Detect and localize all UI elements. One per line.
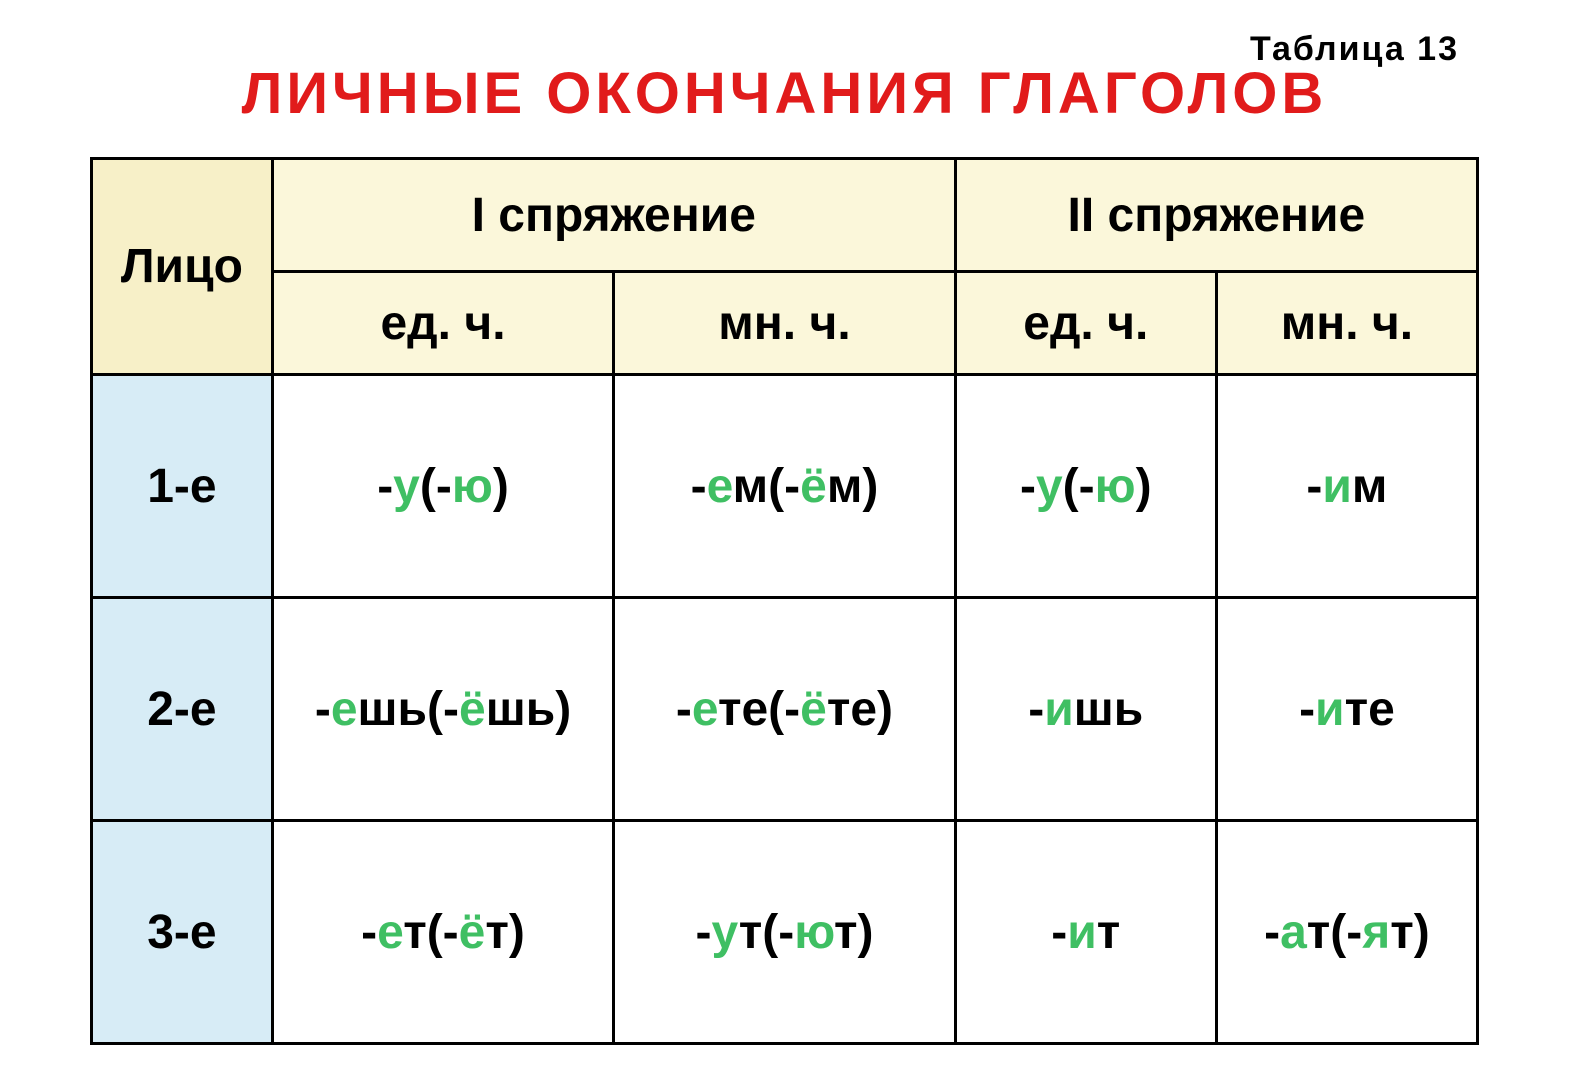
ending-text: те <box>1345 683 1395 736</box>
highlight-letter: у <box>1036 460 1063 513</box>
highlight-letter: а <box>1280 906 1307 959</box>
table-row: 2-е-ешь(-ёшь)-ете(-ёте)-ишь-ите <box>92 598 1478 821</box>
header-c1-plural: мн. ч. <box>614 272 955 375</box>
ending-cell: -ем(-ём) <box>614 375 955 598</box>
highlight-letter: я <box>1362 906 1390 959</box>
highlight-letter: ю <box>794 906 834 959</box>
highlight-letter: ё <box>459 683 486 736</box>
conjugation-table: Лицо I спряжение II спряжение ед. ч. мн.… <box>90 157 1479 1045</box>
ending-text: - <box>695 906 711 959</box>
ending-text: те) <box>827 683 893 736</box>
highlight-letter: ё <box>800 683 827 736</box>
highlight-letter: ё <box>800 460 827 513</box>
header-c1-singular: ед. ч. <box>272 272 613 375</box>
highlight-letter: у <box>711 906 738 959</box>
ending-cell: -ете(-ёте) <box>614 598 955 821</box>
header-c2-plural: мн. ч. <box>1216 272 1477 375</box>
ending-text: - <box>1028 683 1044 736</box>
ending-text: (- <box>420 460 452 513</box>
header-conjugation-2: II спряжение <box>955 159 1477 272</box>
ending-text: т) <box>1390 906 1430 959</box>
ending-text: т(- <box>739 906 794 959</box>
header-c2-singular: ед. ч. <box>955 272 1216 375</box>
person-cell: 1-е <box>92 375 273 598</box>
ending-text: т) <box>834 906 874 959</box>
highlight-letter: е <box>692 683 718 736</box>
highlight-letter: у <box>393 460 420 513</box>
ending-text: т(- <box>403 906 458 959</box>
ending-cell: -ат(-ят) <box>1216 821 1477 1044</box>
ending-text: шь(- <box>358 683 459 736</box>
ending-cell: -ет(-ёт) <box>272 821 613 1044</box>
ending-text: - <box>377 460 393 513</box>
ending-text: - <box>1264 906 1280 959</box>
highlight-letter: ё <box>459 906 486 959</box>
table-row: 3-е-ет(-ёт)-ут(-ют)-ит-ат(-ят) <box>92 821 1478 1044</box>
ending-text: - <box>1306 460 1322 513</box>
ending-text: те(- <box>718 683 800 736</box>
ending-text: - <box>361 906 377 959</box>
highlight-letter: е <box>707 460 733 513</box>
ending-cell: -ишь <box>955 598 1216 821</box>
page: Таблица 13 ЛИЧНЫЕ ОКОНЧАНИЯ ГЛАГОЛОВ Лиц… <box>0 0 1569 1080</box>
ending-text: - <box>1051 906 1067 959</box>
ending-cell: -ешь(-ёшь) <box>272 598 613 821</box>
ending-text: т(- <box>1307 906 1362 959</box>
highlight-letter: и <box>1322 460 1352 513</box>
table-row: 1-е-у(-ю)-ем(-ём)-у(-ю)-им <box>92 375 1478 598</box>
page-title: ЛИЧНЫЕ ОКОНЧАНИЯ ГЛАГОЛОВ <box>90 60 1479 127</box>
ending-cell: -ут(-ют) <box>614 821 955 1044</box>
ending-text: м <box>1352 460 1388 513</box>
ending-text: т) <box>485 906 525 959</box>
page-label: Таблица 13 <box>1250 30 1459 69</box>
ending-cell: -ит <box>955 821 1216 1044</box>
ending-text: м(- <box>733 460 800 513</box>
ending-text: ) <box>1136 460 1152 513</box>
ending-text: шь) <box>486 683 572 736</box>
person-cell: 2-е <box>92 598 273 821</box>
ending-text: - <box>315 683 331 736</box>
person-cell: 3-е <box>92 821 273 1044</box>
header-person: Лицо <box>92 159 273 375</box>
ending-cell: -ите <box>1216 598 1477 821</box>
ending-cell: -у(-ю) <box>955 375 1216 598</box>
ending-text: ) <box>493 460 509 513</box>
ending-text: - <box>1020 460 1036 513</box>
highlight-letter: е <box>331 683 358 736</box>
ending-text: - <box>676 683 692 736</box>
header-conjugation-1: I спряжение <box>272 159 955 272</box>
ending-text: м) <box>827 460 879 513</box>
highlight-letter: ю <box>1095 460 1136 513</box>
ending-cell: -у(-ю) <box>272 375 613 598</box>
highlight-letter: и <box>1044 683 1074 736</box>
highlight-letter: и <box>1067 906 1097 959</box>
ending-text: т <box>1097 906 1121 959</box>
ending-text: шь <box>1074 683 1144 736</box>
ending-text: (- <box>1063 460 1095 513</box>
highlight-letter: и <box>1315 683 1345 736</box>
table-body: 1-е-у(-ю)-ем(-ём)-у(-ю)-им2-е-ешь(-ёшь)-… <box>92 375 1478 1044</box>
highlight-letter: е <box>377 906 403 959</box>
ending-text: - <box>691 460 707 513</box>
highlight-letter: ю <box>452 460 493 513</box>
ending-text: - <box>1299 683 1315 736</box>
ending-cell: -им <box>1216 375 1477 598</box>
